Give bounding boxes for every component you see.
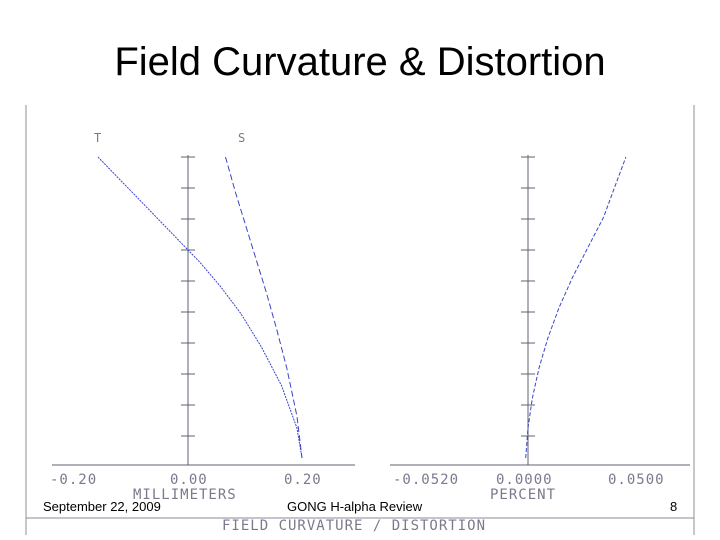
series-label-t: T: [94, 131, 102, 145]
x-tick-label: -0.0520: [393, 472, 459, 488]
x-tick-label: 0.20: [284, 472, 322, 488]
left-plot-ticks: [181, 156, 195, 437]
left-plot-curves: [97, 156, 303, 459]
x-axis-label: PERCENT: [490, 487, 556, 503]
x-tick-label: 0.0000: [496, 472, 553, 488]
footer-presentation-title: GONG H-alpha Review: [287, 499, 423, 514]
footer-date: September 22, 2009: [43, 499, 161, 514]
slide-title: Field Curvature & Distortion: [114, 40, 606, 84]
x-tick-label: -0.20: [50, 472, 97, 488]
series-line-t: [97, 156, 303, 459]
page-number: 8: [670, 499, 678, 514]
right-plot-curves: [525, 156, 627, 459]
x-tick-label: 0.0500: [608, 472, 665, 488]
series-label-s: S: [238, 131, 246, 145]
series-line-0: [525, 156, 627, 459]
x-tick-label: 0.00: [170, 472, 208, 488]
distortion-plot: -0.0520 0.0000 0.0500 PERCENT: [390, 155, 690, 503]
figure-caption: FIELD CURVATURE / DISTORTION: [222, 518, 486, 534]
right-plot-ticks: [521, 156, 535, 437]
x-axis-label: MILLIMETERS: [133, 487, 237, 503]
series-line-s: [225, 156, 303, 459]
field-curvature-plot: -0.20 0.00 0.20 MILLIMETERS T S: [50, 131, 355, 503]
